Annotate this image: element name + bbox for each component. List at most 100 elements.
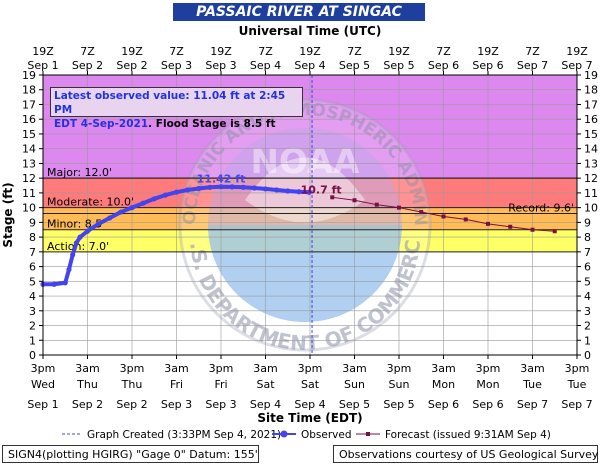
observed-point: [218, 184, 224, 190]
watermark-center-text: NOAA: [250, 142, 360, 182]
forecast-point: [508, 224, 513, 229]
x-tick-label-time: 3am: [342, 362, 366, 375]
y-tick-label-right: 4: [584, 290, 591, 303]
top-tick-label-date: Sep 7: [561, 59, 592, 72]
top-tick-label-date: Sep 4: [294, 59, 325, 72]
y-tick-label-left: 8: [29, 231, 36, 244]
x-tick-label-day: Tue: [567, 378, 587, 391]
y-tick-label-right: 10: [584, 202, 598, 215]
y-tick-label-left: 6: [29, 261, 36, 274]
top-tick-label-date: Sep 7: [517, 59, 548, 72]
observed-point: [306, 189, 312, 195]
observed-point: [240, 184, 246, 190]
latest-value-box: Latest observed value: 11.04 ft at 2:45 …: [50, 87, 303, 130]
top-tick-label-date: Sep 3: [161, 59, 192, 72]
forecast-point: [463, 217, 468, 222]
x-tick-label-time: 3pm: [120, 362, 145, 375]
forecast-point: [397, 205, 401, 210]
x-tick-label-day: Fri: [170, 378, 183, 391]
x-tick-label-day: Sat: [256, 378, 275, 391]
watermark-lower-half: [208, 225, 402, 322]
legend-observed-marker: [280, 430, 288, 438]
observed-point: [77, 234, 83, 240]
top-tick-label-date: Sep 6: [428, 59, 459, 72]
y-tick-label-left: 1: [29, 334, 36, 347]
observed-point: [66, 266, 72, 273]
y-tick-label-left: 4: [29, 290, 36, 303]
y-tick-label-right: 16: [584, 113, 598, 126]
category-label-action: Action: 7.0': [47, 240, 109, 253]
y-tick-label-left: 18: [22, 84, 36, 97]
x-tick-label-date: Sep 2: [72, 398, 103, 411]
observed-point: [207, 184, 213, 190]
top-tick-label-date: Sep 1: [27, 59, 58, 72]
y-tick-label-left: 11: [22, 187, 36, 200]
y-tick-label-right: 9: [584, 216, 591, 229]
y-tick-label-right: 1: [584, 334, 591, 347]
x-tick-label-date: Sep 5: [339, 398, 370, 411]
x-tick-label-day: Sat: [301, 378, 320, 391]
y-tick-label-right: 12: [584, 172, 598, 185]
y-axis-title: Stage (ft): [1, 182, 15, 247]
y-tick-label-left: 5: [29, 275, 36, 288]
observed-point: [73, 240, 79, 246]
observed-point: [229, 184, 235, 190]
top-tick-label-time: 7Z: [436, 45, 451, 58]
y-tick-label-left: 15: [22, 128, 36, 141]
category-label-moderate: Moderate: 10.0': [47, 196, 134, 209]
x-tick-label-date: Sep 7: [561, 398, 592, 411]
y-tick-label-left: 0: [29, 349, 36, 362]
y-tick-label-left: 16: [22, 113, 36, 126]
observed-point: [118, 209, 124, 215]
observed-point: [151, 196, 157, 202]
top-tick-label-time: 7Z: [525, 45, 540, 58]
observed-point: [251, 185, 257, 191]
y-tick-label-right: 5: [584, 275, 591, 288]
legend-observed-label: Observed: [301, 429, 352, 441]
y-tick-label-right: 3: [584, 305, 591, 318]
observed-point: [285, 188, 291, 194]
legend: Graph Created (3:33PM Sep 4, 2021) Observ…: [62, 429, 551, 441]
observed-point: [140, 200, 146, 206]
y-tick-label-left: 10: [22, 202, 36, 215]
x-tick-label-date: Sep 7: [517, 398, 548, 411]
observed-point: [62, 280, 68, 286]
top-tick-label-time: 19Z: [477, 45, 499, 58]
top-tick-label-time: 7Z: [347, 45, 362, 58]
x-tick-label-time: 3am: [253, 362, 277, 375]
top-tick-label-time: 19Z: [32, 45, 54, 58]
x-tick-label-date: Sep 3: [205, 398, 236, 411]
category-label-major: Major: 12.0': [47, 166, 112, 179]
x-tick-label-day: Wed: [31, 378, 55, 391]
top-tick-label-date: Sep 5: [339, 59, 370, 72]
observed-point: [185, 187, 191, 193]
top-axis-title: Universal Time (UTC): [239, 24, 382, 38]
observed-line: [41, 184, 312, 287]
x-tick-label-date: Sep 2: [116, 398, 147, 411]
observed-point: [162, 192, 168, 198]
top-tick-label-time: 7Z: [258, 45, 273, 58]
x-tick-label-time: 3pm: [31, 362, 56, 375]
forecast-point: [441, 214, 446, 219]
y-tick-label-right: 7: [584, 246, 591, 259]
x-tick-label-time: 3am: [520, 362, 544, 375]
top-tick-label-time: 7Z: [80, 45, 95, 58]
top-tick-label-time: 19Z: [566, 45, 588, 58]
x-tick-label-time: 3am: [431, 362, 455, 375]
observed-point: [107, 215, 113, 221]
x-tick-label-day: Fri: [214, 378, 227, 391]
observed-point: [70, 252, 76, 258]
record-label: Record: 9.6': [508, 202, 574, 215]
x-tick-label-day: Mon: [476, 378, 499, 391]
x-tick-label-time: 3pm: [298, 362, 323, 375]
info-line-2-flood: . Flood Stage is 8.5 ft: [148, 118, 276, 130]
x-tick-label-time: 3am: [75, 362, 99, 375]
x-tick-label-date: Sep 1: [27, 398, 58, 411]
y-tick-label-left: 14: [22, 143, 36, 156]
x-tick-label-date: Sep 6: [472, 398, 503, 411]
y-tick-label-right: 18: [584, 84, 598, 97]
y-tick-label-right: 0: [584, 349, 591, 362]
x-tick-label-day: Sun: [389, 378, 410, 391]
top-tick-label-time: 19Z: [388, 45, 410, 58]
